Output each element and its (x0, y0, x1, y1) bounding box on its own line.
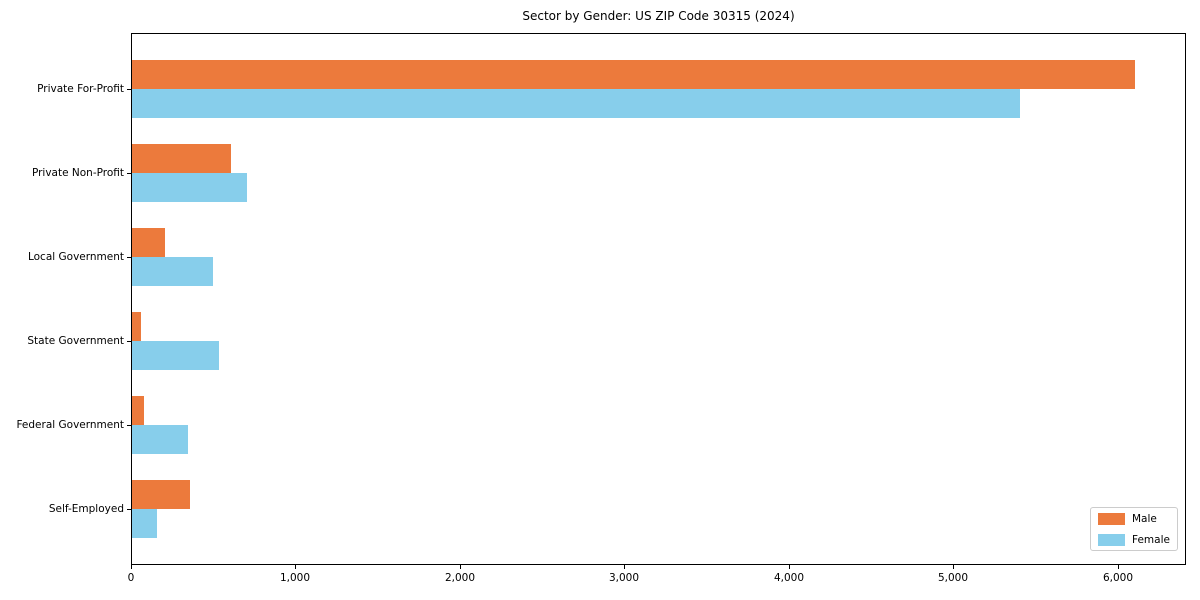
legend-swatch-female (1098, 534, 1125, 546)
legend-item-female: Female (1098, 534, 1170, 546)
x-tick (131, 565, 132, 569)
x-tick-label: 4,000 (773, 572, 805, 584)
bar-female-5 (132, 425, 188, 454)
y-tick-label: Local Government (27, 251, 124, 263)
y-tick (127, 425, 131, 426)
bar-female-4 (132, 341, 219, 370)
y-tick (127, 89, 131, 90)
bar-male-2 (132, 144, 231, 173)
chart-title: Sector by Gender: US ZIP Code 30315 (202… (522, 9, 795, 23)
legend-item-male: Male (1098, 513, 1170, 525)
bar-male-4 (132, 312, 141, 341)
bar-male-6 (132, 480, 190, 509)
y-tick (127, 173, 131, 174)
bar-female-2 (132, 173, 247, 202)
x-tick (460, 565, 461, 569)
plot-area (131, 33, 1186, 565)
bar-male-5 (132, 396, 144, 425)
x-tick (953, 565, 954, 569)
legend: Male Female (1090, 507, 1178, 551)
x-tick-label: 5,000 (937, 572, 969, 584)
bar-male-3 (132, 228, 165, 257)
legend-swatch-male (1098, 513, 1125, 525)
legend-label-male: Male (1132, 513, 1157, 525)
y-tick (127, 509, 131, 510)
legend-label-female: Female (1132, 534, 1170, 546)
x-tick-label: 3,000 (608, 572, 640, 584)
x-tick (295, 565, 296, 569)
y-tick-label: Private For-Profit (37, 83, 124, 95)
x-tick (1118, 565, 1119, 569)
bar-male-1 (132, 60, 1135, 89)
y-tick-label: Self-Employed (48, 503, 124, 515)
x-tick (789, 565, 790, 569)
y-tick (127, 257, 131, 258)
bar-female-6 (132, 509, 157, 538)
x-tick (624, 565, 625, 569)
x-tick-label: 0 (127, 572, 135, 584)
x-tick-label: 2,000 (444, 572, 476, 584)
bar-female-1 (132, 89, 1020, 118)
x-tick-label: 6,000 (1102, 572, 1134, 584)
x-tick-label: 1,000 (279, 572, 311, 584)
y-tick-label: Private Non-Profit (31, 167, 124, 179)
y-tick-label: Federal Government (16, 419, 124, 431)
bar-female-3 (132, 257, 213, 286)
y-tick (127, 341, 131, 342)
y-tick-label: State Government (27, 335, 124, 347)
